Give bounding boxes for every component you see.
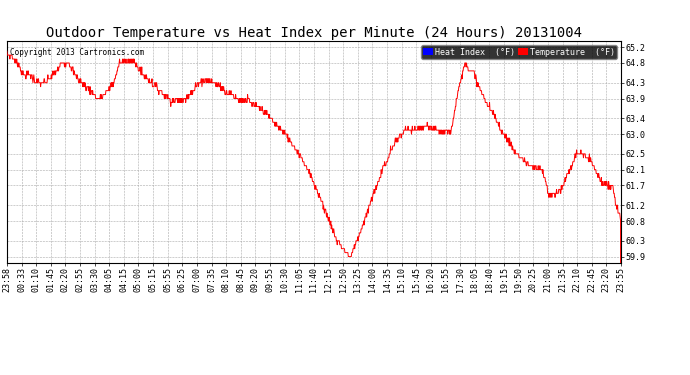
Text: Copyright 2013 Cartronics.com: Copyright 2013 Cartronics.com (10, 48, 144, 57)
Title: Outdoor Temperature vs Heat Index per Minute (24 Hours) 20131004: Outdoor Temperature vs Heat Index per Mi… (46, 26, 582, 40)
Legend: Heat Index  (°F), Temperature  (°F): Heat Index (°F), Temperature (°F) (421, 45, 617, 58)
